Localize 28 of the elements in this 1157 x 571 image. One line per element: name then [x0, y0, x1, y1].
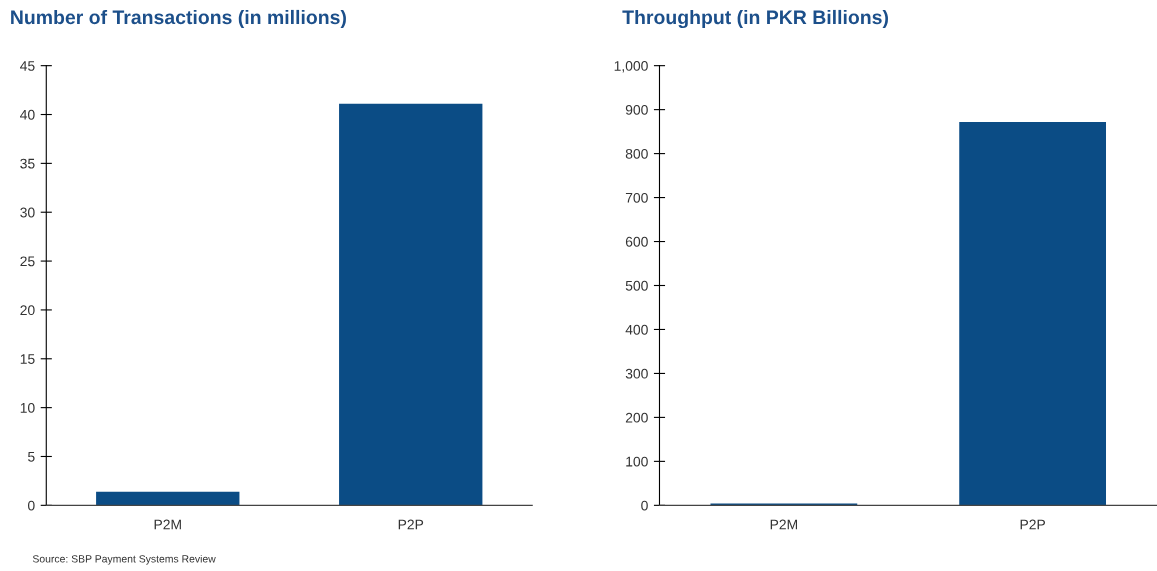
y-tick-label: 0	[27, 500, 35, 511]
chart-title: Number of Transactions (in millions)	[11, 9, 346, 29]
y-tick-label: 1,000	[614, 61, 648, 73]
y-tick-label: 800	[625, 148, 648, 159]
y-tick-label: 40	[20, 109, 35, 120]
x-tick-label: P2M	[770, 519, 798, 530]
y-tick-label: 900	[625, 104, 648, 115]
chart-title: Throughput (in PKR Billions)	[622, 9, 888, 29]
y-tick-label: 600	[625, 236, 648, 247]
y-tick-label: 0	[641, 500, 648, 511]
y-tick-label: 35	[20, 158, 35, 169]
y-tick-label: 45	[20, 61, 35, 71]
x-tick-label: P2P	[398, 519, 424, 530]
y-tick-label: 100	[626, 456, 648, 467]
y-tick-label: 30	[20, 207, 35, 218]
y-tick-label: 25	[20, 256, 35, 267]
y-tick-label: 15	[20, 354, 35, 364]
x-tick-label: P2M	[154, 519, 181, 530]
y-tick-label: 300	[625, 368, 648, 379]
y-tick-label: 500	[625, 280, 648, 291]
y-tick-label: 10	[20, 402, 35, 413]
y-tick-label: 5	[28, 451, 35, 462]
source-note: Source: SBP Payment Systems Review	[32, 554, 216, 565]
y-tick-label: 400	[625, 324, 648, 335]
y-tick-label: 700	[625, 192, 648, 203]
y-tick-label: 200	[625, 412, 648, 423]
x-tick-label: P2P	[1020, 519, 1046, 530]
y-tick-label: 20	[20, 305, 35, 316]
